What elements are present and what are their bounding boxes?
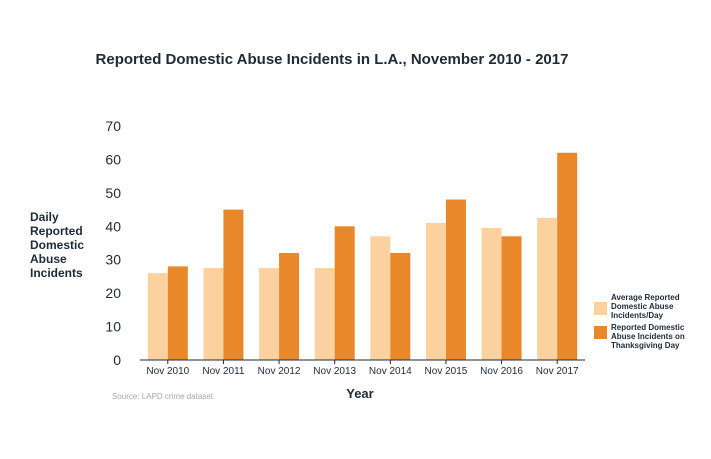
x-tick-label: Nov 2012: [258, 366, 301, 377]
x-tick-label: Nov 2014: [369, 366, 412, 377]
x-tick-label: Nov 2013: [313, 366, 356, 377]
bar: [223, 209, 244, 360]
source-note: Source: LAPD crime dataset: [112, 392, 214, 401]
bar: [279, 253, 300, 360]
bar: [167, 266, 188, 360]
y-axis-label-line: Domestic: [30, 238, 84, 252]
chart-title: Reported Domestic Abuse Incidents in L.A…: [96, 51, 569, 68]
legend-swatch-average: [594, 302, 607, 315]
x-axis-ticks: Nov 2010 Nov 2011 Nov 2012 Nov 2013 Nov 2014…: [146, 360, 579, 377]
legend-label-line: Reported Domestic: [611, 323, 685, 332]
legend-label-line: Abuse Incidents on: [611, 332, 685, 341]
legend: Average Reported Domestic Abuse Incident…: [594, 293, 685, 350]
y-tick-label: 50: [105, 185, 121, 201]
y-tick-label: 60: [105, 151, 121, 167]
y-axis-label-line: Incidents: [30, 266, 83, 280]
bar: [390, 253, 411, 360]
x-tick-label: Nov 2016: [480, 366, 523, 377]
bar: [147, 273, 168, 360]
y-axis-label-line: Abuse: [30, 252, 67, 266]
bar: [537, 217, 558, 360]
bar: [557, 152, 578, 360]
legend-label-line: Domestic Abuse: [611, 302, 674, 311]
legend-swatch-thanksgiving: [594, 326, 607, 339]
legend-label-line: Incidents/Day: [611, 311, 664, 320]
y-axis-label-line: Daily: [30, 210, 59, 224]
bar: [314, 268, 335, 360]
y-tick-label: 20: [105, 285, 121, 301]
y-axis-ticks: 0 10 20 30 40 50 60 70: [105, 118, 121, 368]
bar: [425, 222, 446, 360]
y-tick-label: 10: [105, 319, 121, 335]
bars: [147, 152, 578, 360]
x-tick-label: Nov 2015: [425, 366, 468, 377]
y-axis-label: Daily Reported Domestic Abuse Incidents: [30, 210, 84, 280]
bar: [259, 268, 280, 360]
y-tick-label: 0: [113, 352, 121, 368]
y-tick-label: 30: [105, 252, 121, 268]
x-tick-label: Nov 2011: [202, 366, 245, 377]
bar: [203, 268, 224, 360]
y-tick-label: 70: [105, 118, 121, 134]
bar: [334, 226, 355, 360]
x-tick-label: Nov 2017: [536, 366, 579, 377]
bar: [445, 199, 466, 360]
bar: [481, 227, 502, 360]
bar: [501, 236, 522, 360]
bar: [370, 236, 391, 360]
y-axis-label-line: Reported: [30, 224, 83, 238]
y-tick-label: 40: [105, 218, 121, 234]
legend-label-line: Thanksgiving Day: [611, 341, 680, 350]
legend-label-line: Average Reported: [611, 293, 680, 302]
x-axis-label: Year: [346, 386, 373, 401]
x-tick-label: Nov 2010: [146, 366, 189, 377]
